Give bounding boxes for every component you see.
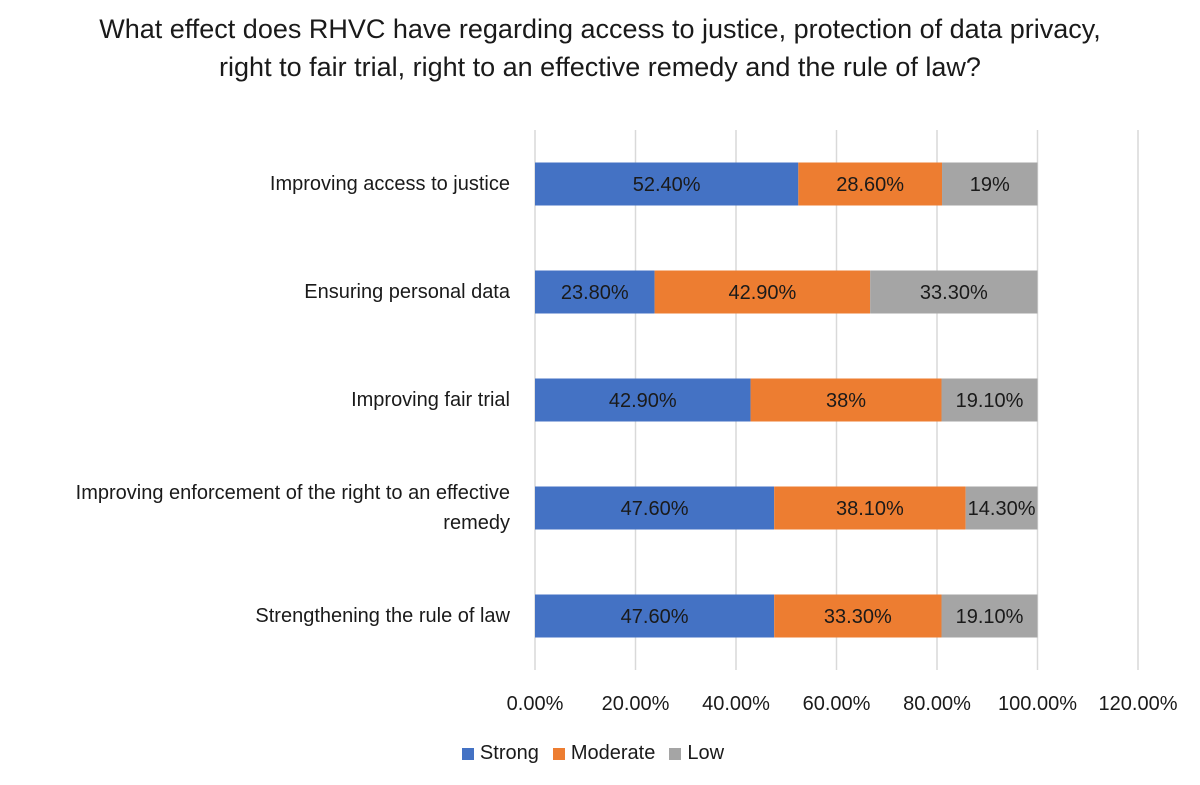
chart-legend: Strong Moderate Low (0, 742, 1200, 766)
x-tick-label: 80.00% (903, 693, 971, 715)
y-category-label: Improving access to justice (5, 169, 510, 199)
x-tick-label: 100.00% (998, 693, 1077, 715)
y-category-label-line: Improving access to justice (269, 173, 510, 195)
y-category-label: Strengthening the rule of law (5, 601, 510, 631)
chart-title-line-2: right to fair trial, right to an effecti… (219, 52, 981, 82)
legend-label: Low (687, 742, 725, 764)
data-label: 38.10% (836, 498, 904, 520)
y-category-label: Improving enforcement of the right to an… (5, 478, 510, 538)
y-category-label-line: remedy (443, 512, 510, 534)
bar-segment-moderate (774, 594, 942, 638)
legend-swatch (461, 747, 474, 760)
bar-segment-strong (535, 594, 775, 638)
y-category-label-line: Improving enforcement of the right to an… (75, 482, 510, 504)
x-tick-label: 40.00% (702, 693, 770, 715)
legend-label: Strong (479, 742, 539, 764)
data-label: 52.40% (633, 174, 701, 196)
legend-item-strong: Strong (461, 742, 539, 765)
data-label: 47.60% (621, 498, 689, 520)
bar-segment-low (941, 594, 1038, 638)
bar-segment-low (870, 270, 1038, 314)
x-tick-label: 60.00% (803, 693, 871, 715)
x-tick-label: 20.00% (602, 693, 670, 715)
data-label: 19.10% (956, 606, 1024, 628)
bar-segment-moderate (774, 486, 966, 530)
bar-segment-low (942, 162, 1038, 206)
chart-title: What effect does RHVC have regarding acc… (0, 10, 1200, 86)
legend-swatch (552, 747, 565, 760)
x-tick-label: 0.00% (507, 693, 564, 715)
bar-segment-moderate (750, 378, 942, 422)
bar-segment-strong (535, 486, 775, 530)
bar-segment-low (941, 378, 1038, 422)
bar-segment-strong (535, 270, 655, 314)
data-label: 14.30% (968, 498, 1036, 520)
bar-segment-low (965, 486, 1038, 530)
data-label: 38% (826, 390, 866, 412)
data-label: 19.10% (956, 390, 1024, 412)
data-label: 33.30% (920, 282, 988, 304)
bar-segment-moderate (798, 162, 943, 206)
legend-swatch (669, 747, 682, 760)
data-label: 42.90% (728, 282, 796, 304)
chart-title-line-1: What effect does RHVC have regarding acc… (99, 14, 1101, 44)
bar-segment-strong (535, 162, 799, 206)
legend-label: Moderate (570, 742, 656, 764)
y-category-label-line: Strengthening the rule of law (255, 605, 510, 627)
legend-item-low: Low (669, 742, 724, 765)
data-label: 33.30% (824, 606, 892, 628)
legend-item-moderate: Moderate (552, 742, 656, 765)
y-category-label: Improving fair trial (5, 385, 510, 415)
y-category-label: Ensuring personal data (5, 277, 510, 307)
bar-segment-moderate (654, 270, 871, 314)
data-label: 47.60% (621, 606, 689, 628)
data-label: 23.80% (561, 282, 629, 304)
bar-segment-strong (535, 378, 751, 422)
y-category-label-line: Improving fair trial (351, 389, 510, 411)
x-tick-label: 120.00% (1099, 693, 1178, 715)
y-category-label-line: Ensuring personal data (304, 281, 510, 303)
data-label: 28.60% (836, 174, 904, 196)
data-label: 19% (970, 174, 1010, 196)
data-label: 42.90% (609, 390, 677, 412)
